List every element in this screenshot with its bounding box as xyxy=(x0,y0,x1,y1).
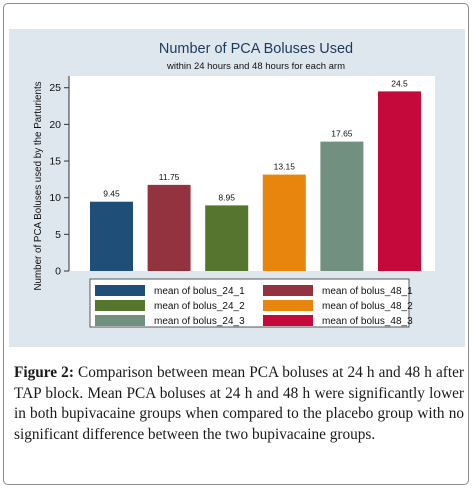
y-axis-label: Number of PCA Boluses used by the Partur… xyxy=(33,81,44,290)
figure-caption-text: Comparison between mean PCA boluses at 2… xyxy=(14,364,465,443)
bar-value-label: 24.5 xyxy=(391,78,408,88)
y-tick-label: 10 xyxy=(49,192,61,204)
bar-value-label: 17.65 xyxy=(331,129,353,139)
legend-entry-label: mean of bolus_48_1 xyxy=(322,286,413,297)
figure-caption: Figure 2: Comparison between mean PCA bo… xyxy=(14,363,464,445)
bar-value-label: 8.95 xyxy=(218,192,235,202)
legend: mean of bolus_24_1 mean of bolus_48_1mean… xyxy=(95,285,413,327)
bar-value-label: 11.75 xyxy=(159,172,180,182)
bar-value-labels: 9.45 11.75 8.95 13.15 17.65 24.5 xyxy=(103,78,408,202)
legend-swatch xyxy=(263,315,313,326)
bar xyxy=(205,205,249,271)
bar xyxy=(320,141,364,271)
legend-swatch xyxy=(95,300,145,311)
bars xyxy=(90,91,421,271)
legend-entry-label: mean of bolus_24_2 xyxy=(154,301,245,312)
legend-entry-label: mean of bolus_48_2 xyxy=(322,301,413,312)
legend-entry-label: mean of bolus_24_1 xyxy=(154,286,245,297)
y-tick-label: 5 xyxy=(55,229,61,241)
legend-swatch xyxy=(95,315,145,326)
y-tick-label: 20 xyxy=(49,119,61,131)
bar xyxy=(262,174,306,271)
y-tick-label: 15 xyxy=(49,156,61,168)
legend-entry-label: mean of bolus_24_3 xyxy=(154,316,245,327)
y-tick-label: 0 xyxy=(55,266,61,278)
bar-value-label: 9.45 xyxy=(103,189,120,199)
legend-swatch xyxy=(95,285,145,296)
bar xyxy=(378,91,421,271)
bar xyxy=(90,201,133,271)
y-axis-ticks: 0 5 10 15 20 25 xyxy=(49,82,69,278)
legend-swatch xyxy=(263,285,313,296)
legend-swatch xyxy=(263,300,313,311)
chart-panel: Number of PCA Boluses Used within 24 hou… xyxy=(9,29,465,347)
y-tick-label: 25 xyxy=(49,82,61,94)
pca-bolus-bar-chart: Number of PCA Boluses Used within 24 hou… xyxy=(33,41,435,328)
figure-label: Figure 2: xyxy=(14,364,74,381)
chart-title: Number of PCA Boluses Used xyxy=(159,41,353,57)
bar-value-label: 13.15 xyxy=(274,162,296,172)
chart-subtitle: within 24 hours and 48 hours for each ar… xyxy=(166,61,345,72)
legend-entry-label: mean of bolus_48_3 xyxy=(322,316,413,327)
bar xyxy=(147,184,191,271)
